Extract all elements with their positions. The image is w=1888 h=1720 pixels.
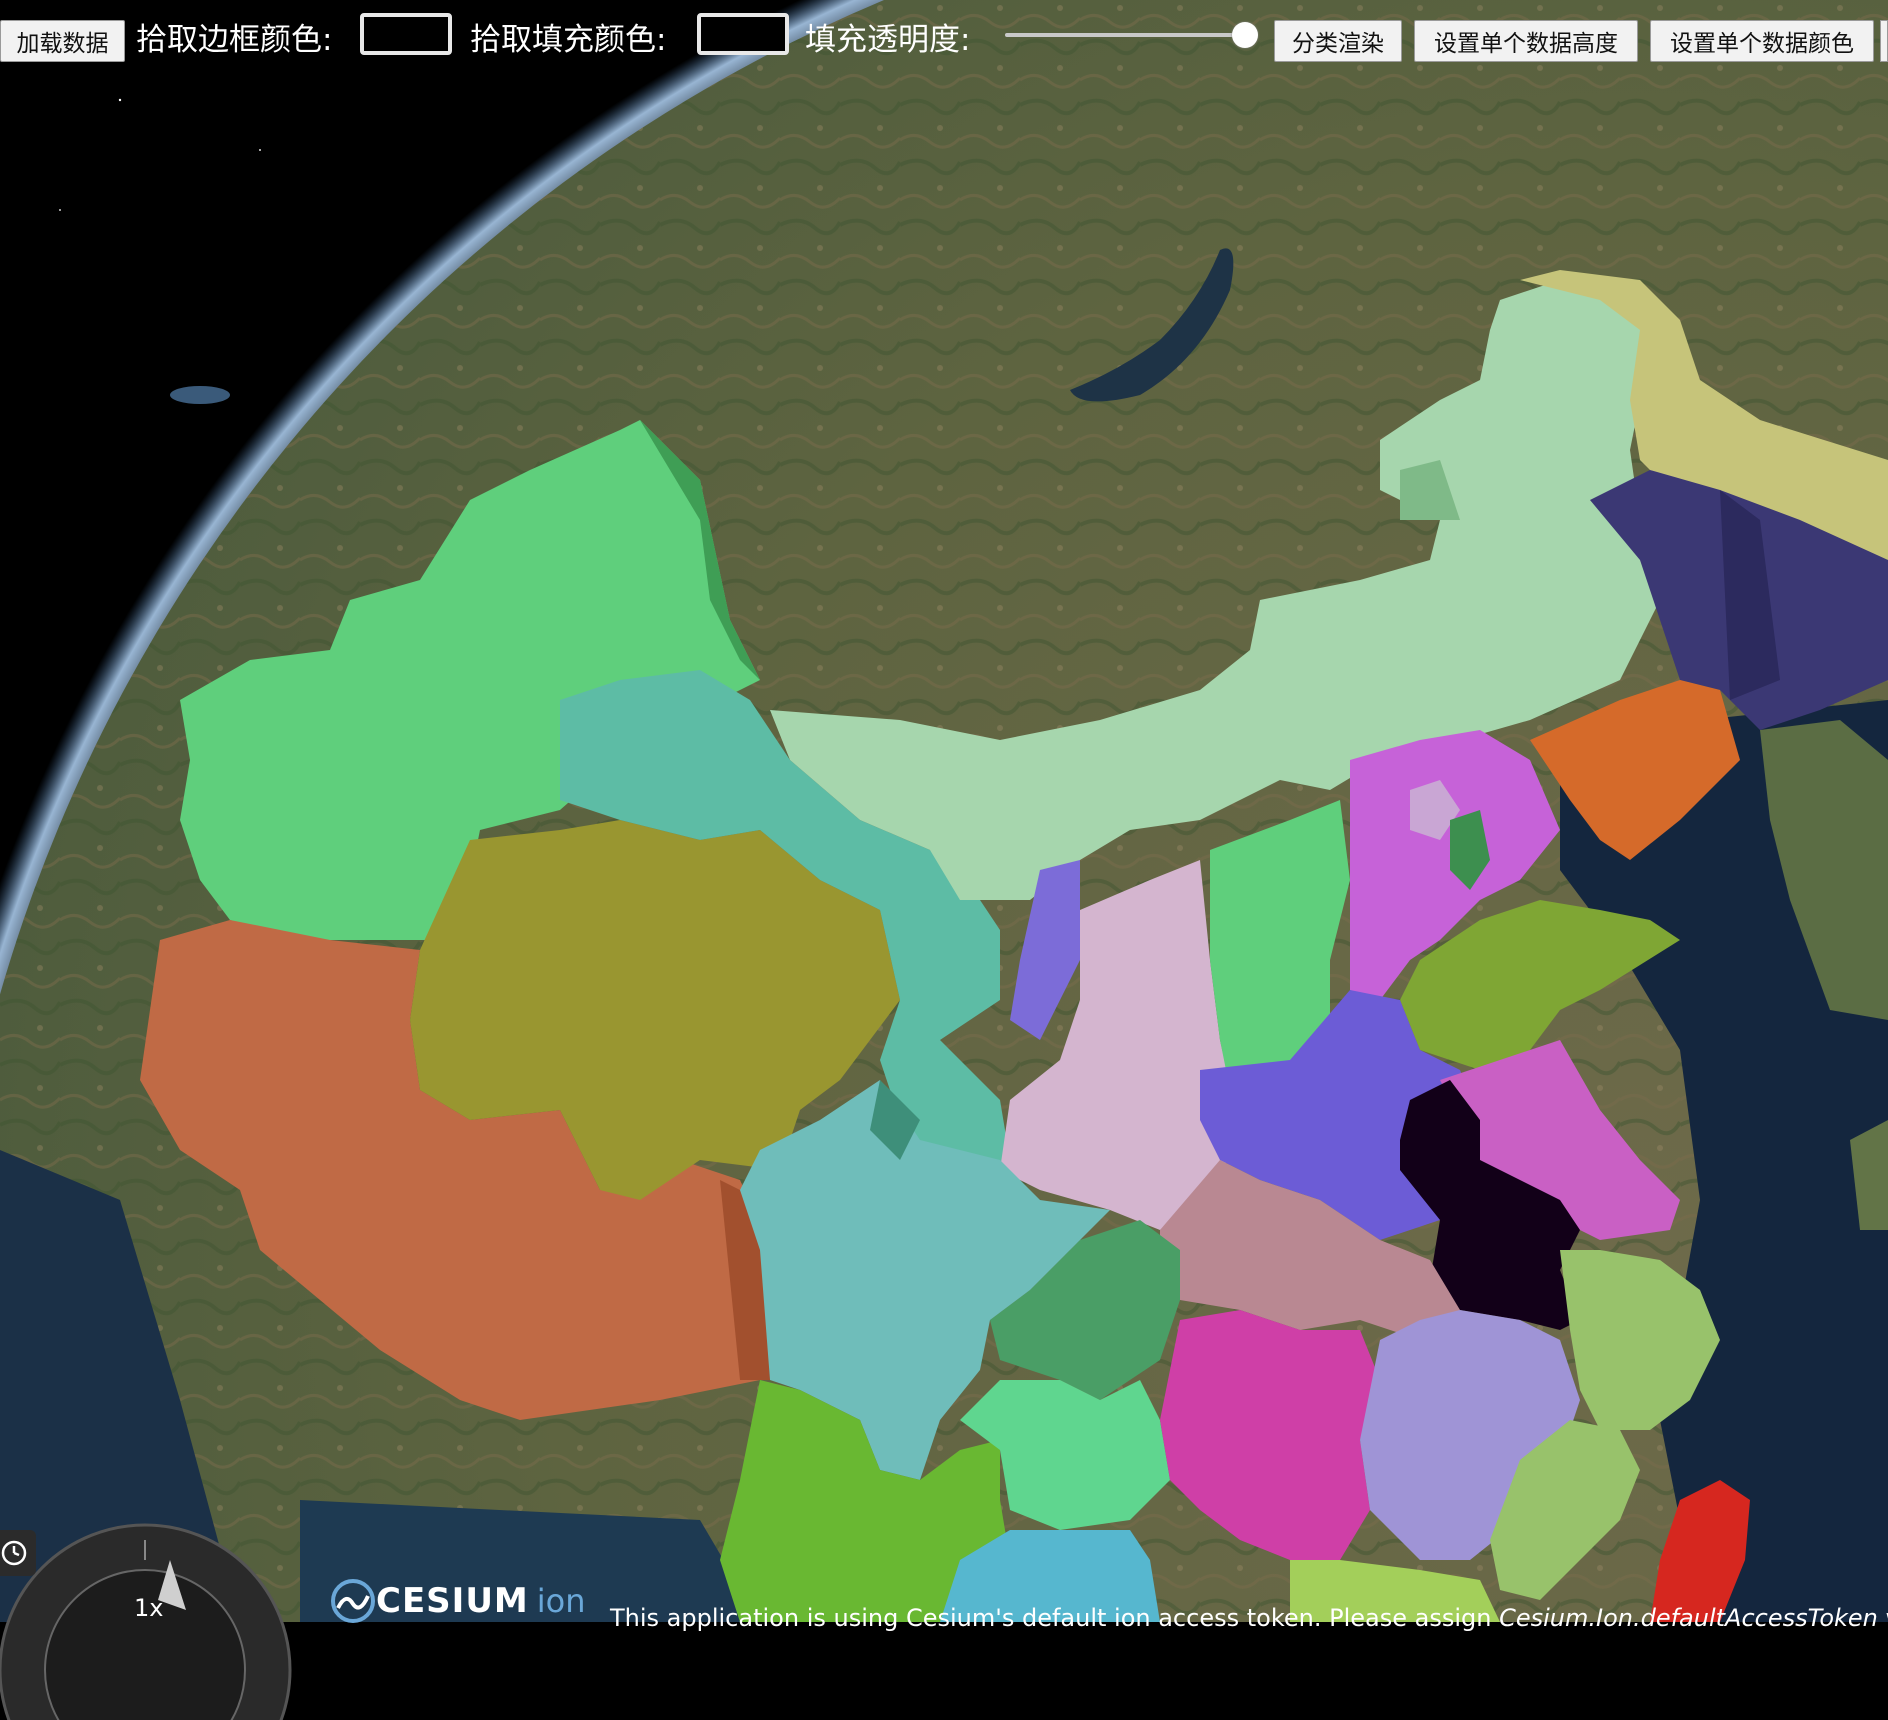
province-liaoning[interactable]: [1530, 680, 1740, 860]
province-guangdong[interactable]: [1290, 1560, 1500, 1622]
province-gansu[interactable]: [560, 670, 1010, 1180]
set-single-color-button[interactable]: 设置单个数据颜色: [1650, 20, 1874, 62]
cesium-logo[interactable]: CESIUM ion: [330, 1579, 586, 1623]
province-extrusion-wall: [1720, 490, 1780, 700]
province-guizhou[interactable]: [960, 1380, 1170, 1530]
province-beijing[interactable]: [1410, 780, 1460, 840]
load-data-button[interactable]: 加载数据: [0, 20, 125, 62]
province-heilongjiang[interactable]: [1520, 270, 1888, 560]
province-anhui[interactable]: [1400, 1080, 1580, 1330]
land-korea: [1760, 720, 1888, 1020]
province-hubei[interactable]: [1160, 1160, 1460, 1340]
clock-button[interactable]: [0, 1530, 36, 1576]
province-extrusion-wall: [1400, 460, 1460, 520]
province-layer[interactable]: [140, 270, 1888, 1622]
province-shandong[interactable]: [1400, 900, 1680, 1070]
opacity-slider-track[interactable]: [1005, 33, 1245, 37]
province-hunan[interactable]: [1160, 1310, 1380, 1560]
clock-icon: [1, 1540, 27, 1566]
border-color-picker[interactable]: [360, 13, 452, 55]
toolbar-overflow-button[interactable]: [1880, 20, 1888, 62]
province-tianjin[interactable]: [1450, 810, 1490, 890]
province-extrusion-wall: [870, 1080, 920, 1160]
globe-scene[interactable]: [0, 0, 1888, 1622]
province-chongqing[interactable]: [990, 1220, 1180, 1400]
star: [259, 149, 261, 151]
access-token-notice[interactable]: This application is using Cesium's defau…: [610, 1604, 1888, 1632]
star: [118, 98, 122, 102]
notice-code: Cesium.Ion.defaultAccessToken: [1499, 1604, 1878, 1632]
notice-prefix: This application is using Cesium's defau…: [610, 1604, 1500, 1632]
cesium-logo-icon: [331, 1579, 375, 1623]
border-color-label: 拾取边框颜色:: [136, 22, 333, 58]
land-japan: [1850, 1120, 1888, 1230]
lake-baikal: [1070, 248, 1234, 402]
province-tibet[interactable]: [140, 920, 770, 1420]
province-sichuan[interactable]: [740, 1080, 1110, 1480]
province-guangxi[interactable]: [940, 1530, 1160, 1622]
cesium-viewer[interactable]: [0, 0, 1888, 1622]
opacity-label: 填充透明度:: [805, 22, 971, 58]
province-jiangsu[interactable]: [1440, 1040, 1680, 1240]
classify-render-button[interactable]: 分类渲染: [1274, 20, 1402, 62]
fill-color-picker[interactable]: [697, 13, 789, 55]
opacity-slider-thumb[interactable]: [1232, 22, 1258, 48]
province-shaanxi[interactable]: [1000, 860, 1240, 1230]
fill-color-label: 拾取填充颜色:: [470, 22, 667, 58]
province-xinjiang[interactable]: [180, 420, 760, 940]
province-taiwan[interactable]: [1650, 1480, 1750, 1622]
shuttle-ring-pointer[interactable]: [158, 1560, 186, 1610]
province-fujian[interactable]: [1490, 1420, 1640, 1600]
province-shanxi[interactable]: [1210, 800, 1350, 1100]
province-ningxia[interactable]: [1010, 860, 1080, 1040]
notice-suffix: with: [1878, 1604, 1888, 1632]
set-single-height-button[interactable]: 设置单个数据高度: [1414, 20, 1638, 62]
cesium-logo-text: CESIUM: [376, 1581, 529, 1621]
ocean-south: [300, 1500, 760, 1622]
province-zhejiang[interactable]: [1560, 1250, 1720, 1430]
star: [59, 209, 61, 211]
province-yunnan[interactable]: [720, 1380, 1010, 1622]
ocean-bay-of-bengal: [0, 1150, 240, 1622]
lake-balkhash: [170, 386, 230, 404]
cesium-logo-ion: ion: [536, 1582, 586, 1620]
animation-speed: 1x: [134, 1594, 164, 1622]
province-qinghai[interactable]: [410, 820, 900, 1200]
